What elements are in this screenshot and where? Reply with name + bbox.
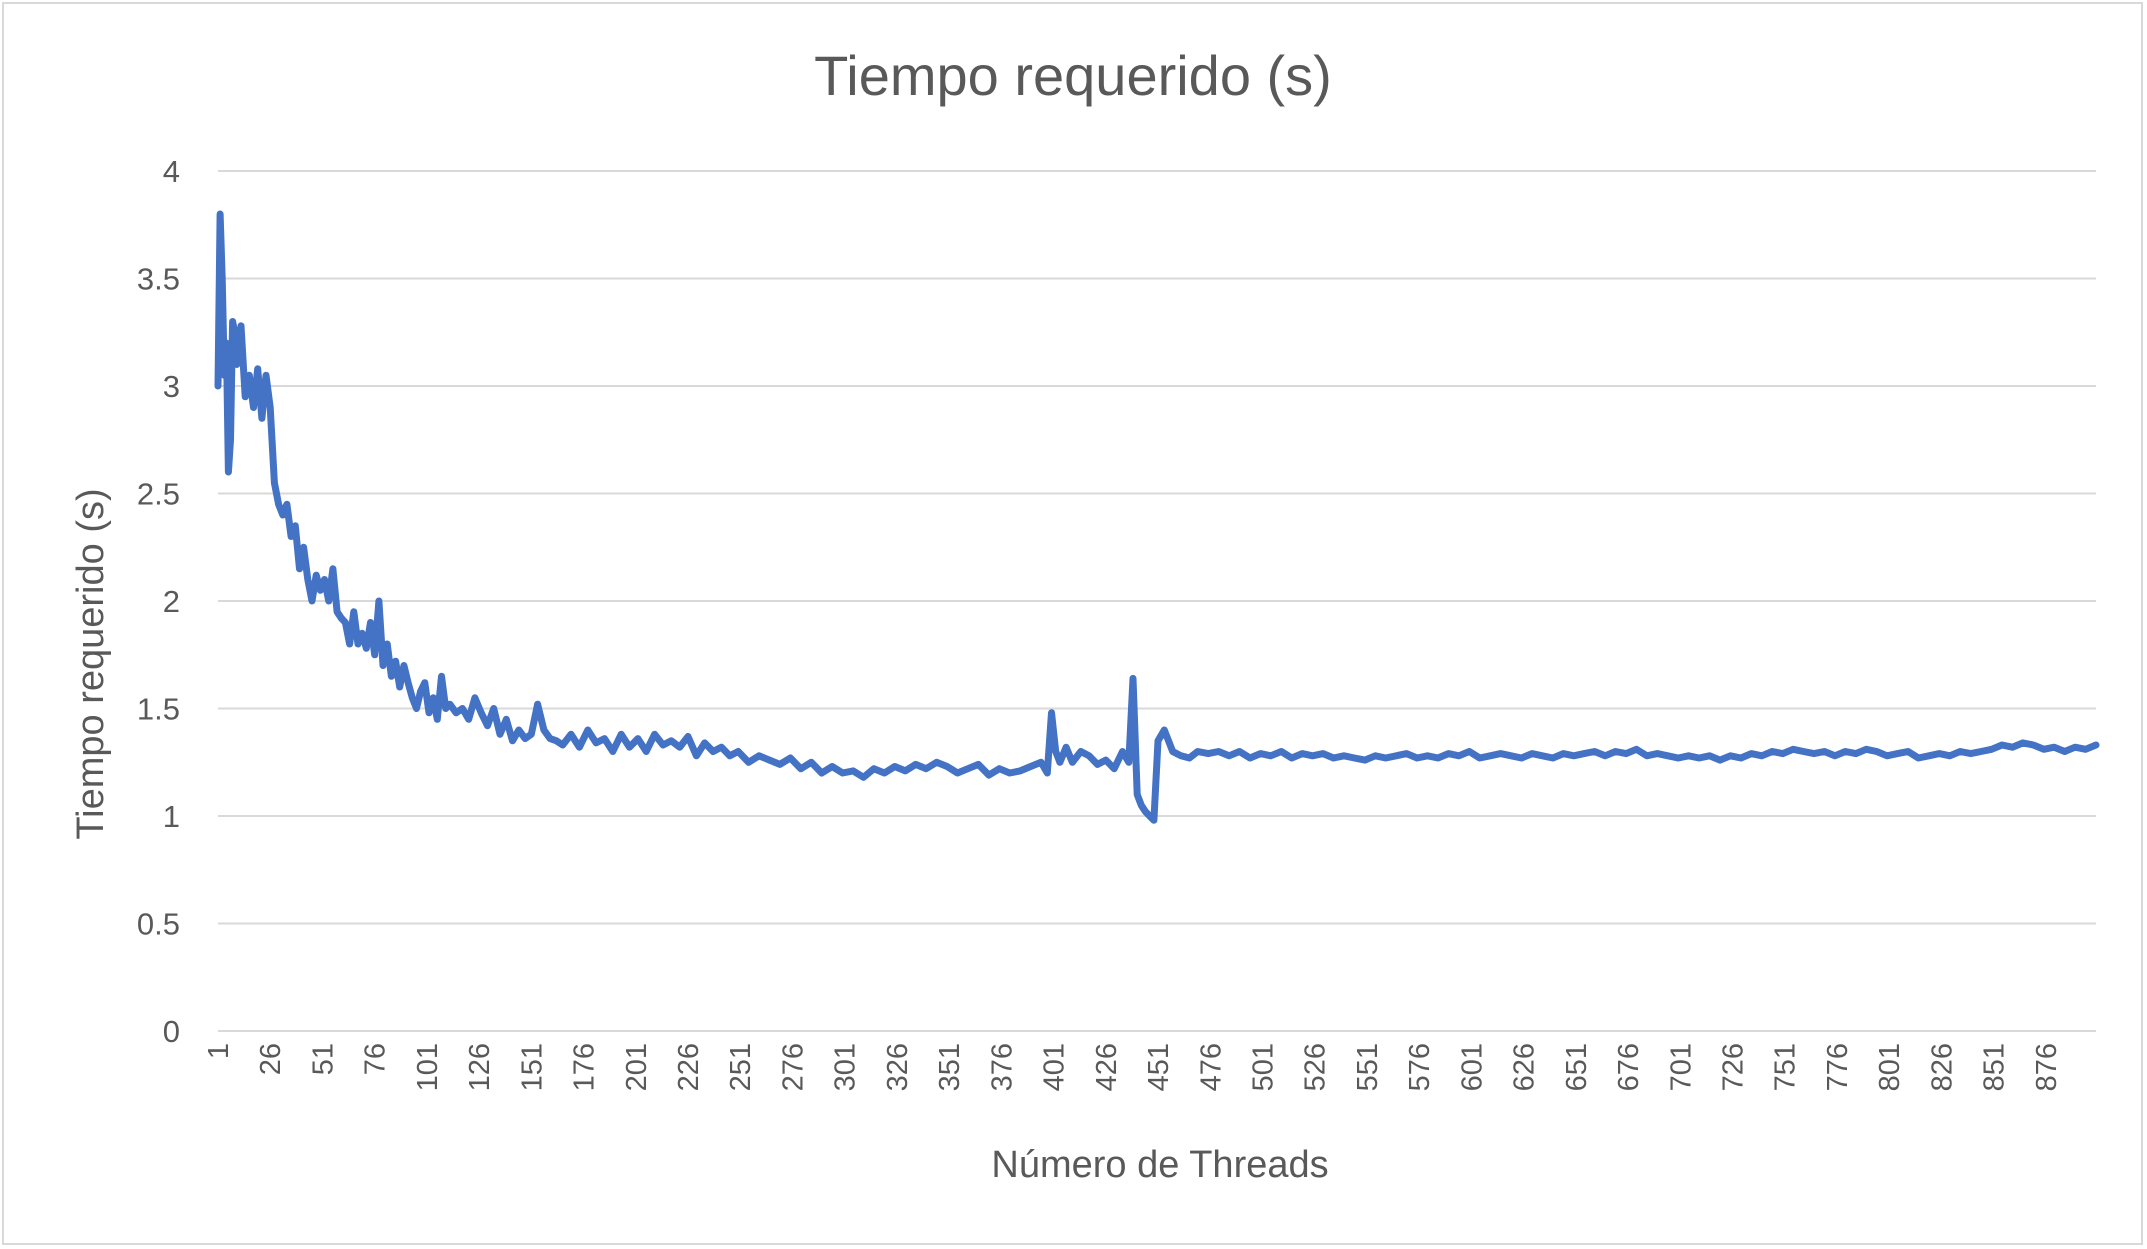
- y-tick-label: 2.5: [137, 477, 180, 512]
- x-axis-label: Número de Threads: [991, 1144, 1328, 1186]
- x-tick-label: 351: [934, 1043, 966, 1091]
- y-tick-label: 4: [163, 154, 180, 189]
- y-tick-label: 2: [163, 584, 180, 619]
- x-tick-label: 626: [1509, 1043, 1541, 1091]
- x-tick-label: 576: [1404, 1043, 1436, 1091]
- x-tick-label: 751: [1770, 1043, 1802, 1091]
- x-tick-label: 301: [830, 1043, 862, 1091]
- x-tick-label: 551: [1352, 1043, 1384, 1091]
- x-axis-ticks: 1 26 51 76 101 126 151 176 201 226 251 276 301 326 351…: [203, 1043, 2063, 1091]
- x-tick-label: 601: [1456, 1043, 1488, 1091]
- x-tick-label: 276: [777, 1043, 809, 1091]
- x-tick-label: 676: [1613, 1043, 1645, 1091]
- x-tick-label: 51: [307, 1043, 339, 1075]
- x-tick-label: 401: [1039, 1043, 1071, 1091]
- x-tick-label: 376: [986, 1043, 1018, 1091]
- x-tick-label: 101: [412, 1043, 444, 1091]
- series-line: [214, 210, 2100, 824]
- x-tick-label: 476: [1195, 1043, 1227, 1091]
- x-tick-label: 776: [1822, 1043, 1854, 1091]
- y-tick-label: 1: [163, 799, 180, 834]
- x-tick-label: 176: [569, 1043, 601, 1091]
- y-axis-label: Tiempo requerido (s): [70, 488, 112, 839]
- x-tick-label: 526: [1300, 1043, 1332, 1091]
- x-tick-label: 451: [1143, 1043, 1175, 1091]
- x-tick-label: 826: [1926, 1043, 1958, 1091]
- x-tick-label: 326: [882, 1043, 914, 1091]
- x-tick-label: 701: [1665, 1043, 1697, 1091]
- y-tick-label: 3.5: [137, 262, 180, 297]
- x-tick-label: 151: [516, 1043, 548, 1091]
- x-tick-label: 126: [464, 1043, 496, 1091]
- x-tick-label: 76: [360, 1043, 392, 1075]
- y-tick-label: 0.5: [137, 907, 180, 942]
- x-tick-label: 726: [1718, 1043, 1750, 1091]
- x-tick-label: 26: [255, 1043, 287, 1075]
- y-tick-label: 0: [163, 1014, 180, 1049]
- x-tick-label: 201: [621, 1043, 653, 1091]
- gridlines: [218, 170, 2096, 925]
- x-tick-label: 251: [725, 1043, 757, 1091]
- y-tick-label: 3: [163, 369, 180, 404]
- x-tick-label: 226: [673, 1043, 705, 1091]
- x-tick-label: 801: [1874, 1043, 1906, 1091]
- x-tick-label: 851: [1979, 1043, 2011, 1091]
- x-tick-label: 426: [1091, 1043, 1123, 1091]
- x-tick-label: 651: [1561, 1043, 1593, 1091]
- y-tick-label: 1.5: [137, 692, 180, 727]
- chart-title: Tiempo requerido (s): [814, 44, 1332, 107]
- x-tick-label: 1: [203, 1043, 235, 1059]
- x-tick-label: 876: [2031, 1043, 2063, 1091]
- y-axis-ticks: 0 0.5 1 1.5 2 2.5 3 3.5 4: [137, 154, 180, 1049]
- x-tick-label: 501: [1247, 1043, 1279, 1091]
